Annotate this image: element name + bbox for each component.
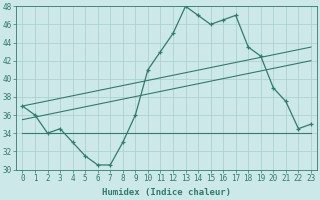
X-axis label: Humidex (Indice chaleur): Humidex (Indice chaleur) [102, 188, 231, 197]
